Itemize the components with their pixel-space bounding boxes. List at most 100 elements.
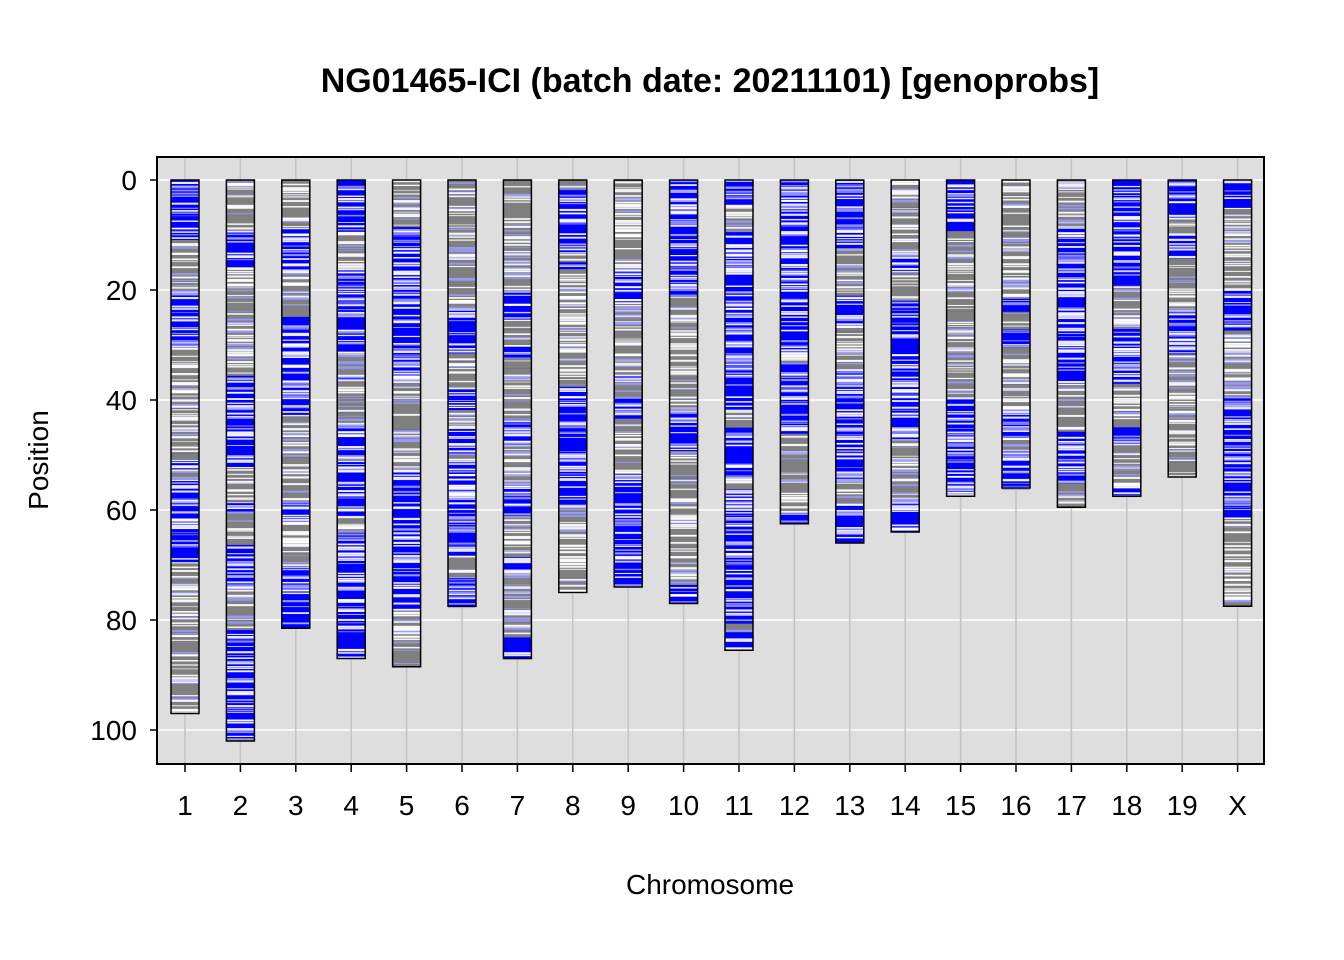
marker-stripe <box>1057 340 1086 343</box>
marker-stripe <box>1168 450 1197 452</box>
marker-stripe <box>1223 218 1252 221</box>
marker-stripe <box>725 204 753 207</box>
marker-stripe <box>281 217 310 220</box>
marker-stripe <box>1168 414 1197 416</box>
marker-stripe <box>1168 339 1197 342</box>
marker-stripe <box>558 389 587 391</box>
marker-stripe <box>891 366 920 369</box>
marker-stripe <box>448 436 476 438</box>
marker-stripe <box>558 194 587 197</box>
marker-stripe <box>171 705 199 707</box>
marker-stripe <box>1223 226 1252 229</box>
marker-stripe <box>891 313 920 315</box>
marker-stripe <box>337 494 366 497</box>
marker-stripe <box>614 404 643 407</box>
marker-stripe <box>448 458 476 460</box>
marker-stripe <box>171 286 199 288</box>
marker-stripe <box>614 549 643 551</box>
marker-stripe <box>1223 295 1252 298</box>
marker-stripe <box>337 427 366 428</box>
marker-stripe <box>171 379 199 381</box>
x-tick-label: 13 <box>834 790 865 821</box>
marker-stripe <box>337 456 366 459</box>
marker-stripe <box>835 234 864 237</box>
marker-stripe <box>669 226 698 227</box>
marker-stripe <box>171 558 199 560</box>
marker-stripe <box>171 245 199 247</box>
marker-stripe <box>835 437 864 441</box>
marker-stripe <box>226 339 255 342</box>
marker-stripe <box>780 193 809 196</box>
marker-stripe <box>891 461 920 464</box>
marker-stripe <box>503 427 532 429</box>
marker-stripe <box>171 459 199 462</box>
marker-stripe <box>1223 428 1252 430</box>
marker-stripe <box>614 544 643 546</box>
marker-stripe <box>337 366 366 368</box>
marker-stripe <box>558 389 587 392</box>
marker-stripe <box>448 579 476 581</box>
genotype-segment <box>337 412 366 424</box>
marker-stripe <box>1168 249 1197 251</box>
marker-stripe <box>1002 203 1030 206</box>
marker-stripe <box>1002 247 1030 250</box>
marker-stripe <box>780 376 809 379</box>
marker-stripe <box>1002 180 1030 183</box>
marker-stripe <box>891 334 920 336</box>
marker-stripe <box>171 332 199 334</box>
marker-stripe <box>1223 377 1252 380</box>
marker-stripe <box>835 180 864 183</box>
marker-stripe <box>448 205 476 208</box>
genotype-segment <box>558 564 587 593</box>
marker-stripe <box>835 243 864 245</box>
marker-stripe <box>558 456 587 458</box>
marker-stripe <box>171 389 199 392</box>
marker-stripe <box>1168 472 1197 473</box>
marker-stripe <box>891 208 920 209</box>
marker-stripe <box>281 406 310 408</box>
marker-stripe <box>1057 349 1086 352</box>
marker-stripe <box>946 489 975 491</box>
marker-stripe <box>226 286 255 288</box>
marker-stripe <box>558 283 587 286</box>
marker-stripe <box>503 240 532 243</box>
marker-stripe <box>946 439 975 442</box>
marker-stripe <box>337 575 366 577</box>
marker-stripe <box>1112 206 1141 208</box>
genotype-segment <box>392 193 421 228</box>
marker-stripe <box>780 374 809 376</box>
marker-stripe <box>669 409 698 412</box>
marker-stripe <box>171 414 199 416</box>
marker-stripe <box>503 254 532 256</box>
marker-stripe <box>946 254 975 255</box>
marker-stripe <box>1168 347 1197 350</box>
marker-stripe <box>725 353 753 355</box>
marker-stripe <box>891 409 920 411</box>
marker-stripe <box>558 556 587 558</box>
marker-stripe <box>558 351 587 353</box>
marker-stripe <box>171 436 199 438</box>
marker-stripe <box>226 318 255 321</box>
marker-stripe <box>226 194 255 196</box>
marker-stripe <box>891 322 920 324</box>
y-tick-label: 80 <box>106 605 137 636</box>
marker-stripe <box>171 228 199 230</box>
marker-stripe <box>337 234 366 236</box>
marker-stripe <box>1057 242 1086 244</box>
marker-stripe <box>1002 279 1030 282</box>
marker-stripe <box>448 508 476 511</box>
marker-stripe <box>448 555 476 558</box>
marker-stripe <box>725 466 753 468</box>
marker-stripe <box>1112 469 1141 471</box>
chromosome-outline <box>779 179 810 525</box>
marker-stripe <box>1223 404 1252 406</box>
marker-stripe <box>171 532 199 534</box>
marker-stripe <box>1057 237 1086 239</box>
marker-stripe <box>558 459 587 462</box>
marker-stripe <box>1223 352 1252 355</box>
marker-stripe <box>503 524 532 527</box>
marker-stripe <box>1057 252 1086 254</box>
marker-stripe <box>1002 360 1030 363</box>
marker-stripe <box>1223 451 1252 454</box>
marker-stripe <box>891 432 920 434</box>
